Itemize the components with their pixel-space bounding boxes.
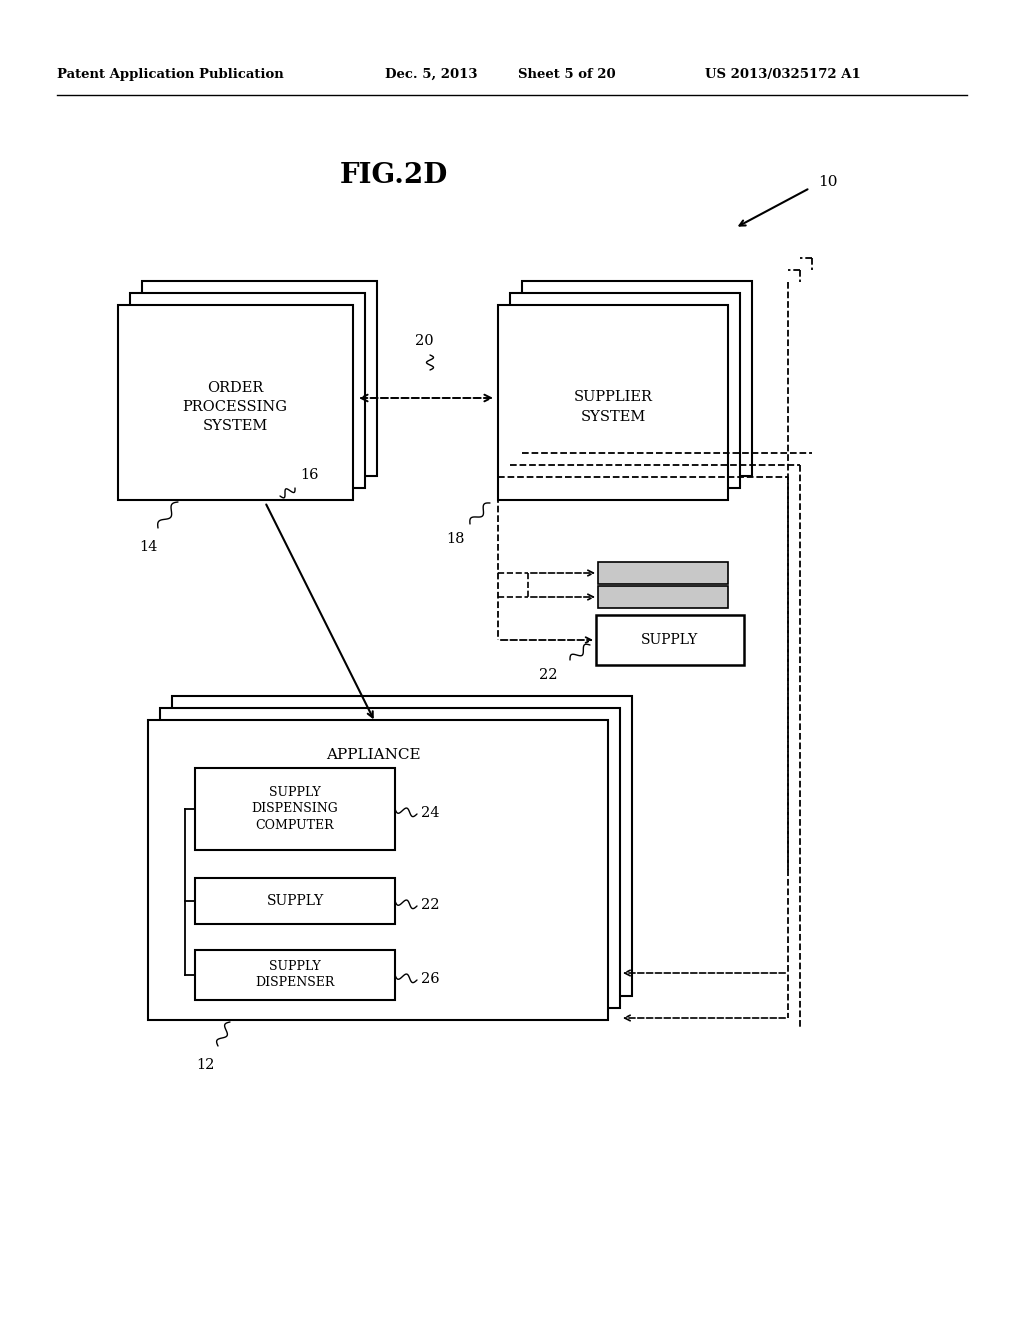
Bar — [172, 696, 632, 997]
Bar — [160, 708, 620, 1008]
Text: 22: 22 — [539, 668, 557, 682]
Text: 24: 24 — [421, 807, 439, 820]
Text: Dec. 5, 2013: Dec. 5, 2013 — [385, 69, 477, 81]
Text: 26: 26 — [421, 972, 439, 986]
Bar — [596, 615, 744, 665]
Text: 16: 16 — [300, 469, 318, 482]
Text: ORDER
PROCESSING
SYSTEM: ORDER PROCESSING SYSTEM — [182, 380, 288, 433]
Bar — [195, 950, 395, 1001]
Text: US 2013/0325172 A1: US 2013/0325172 A1 — [705, 69, 861, 81]
Bar — [195, 768, 395, 850]
Text: Patent Application Publication: Patent Application Publication — [57, 69, 284, 81]
Bar — [598, 586, 728, 609]
Text: 22: 22 — [421, 898, 439, 912]
Bar — [522, 281, 752, 477]
Text: Sheet 5 of 20: Sheet 5 of 20 — [518, 69, 615, 81]
Bar — [195, 878, 395, 924]
Text: 10: 10 — [818, 176, 838, 189]
Bar — [142, 281, 377, 477]
Text: 12: 12 — [196, 1059, 214, 1072]
Bar — [498, 305, 728, 500]
Text: SUPPLY: SUPPLY — [641, 634, 698, 647]
Text: 14: 14 — [139, 540, 158, 554]
Text: 18: 18 — [445, 532, 464, 546]
Bar — [130, 293, 365, 488]
Text: 20: 20 — [415, 334, 433, 348]
Bar — [510, 293, 740, 488]
Bar — [118, 305, 353, 500]
Text: APPLIANCE: APPLIANCE — [326, 748, 420, 762]
Bar — [598, 562, 728, 583]
Bar — [148, 719, 608, 1020]
Text: SUPPLY
DISPENSING
COMPUTER: SUPPLY DISPENSING COMPUTER — [252, 785, 338, 832]
Text: SUPPLY: SUPPLY — [266, 894, 324, 908]
Text: FIG.2D: FIG.2D — [340, 162, 449, 189]
Text: SUPPLIER
SYSTEM: SUPPLIER SYSTEM — [573, 391, 652, 424]
Text: SUPPLY
DISPENSER: SUPPLY DISPENSER — [255, 961, 335, 990]
